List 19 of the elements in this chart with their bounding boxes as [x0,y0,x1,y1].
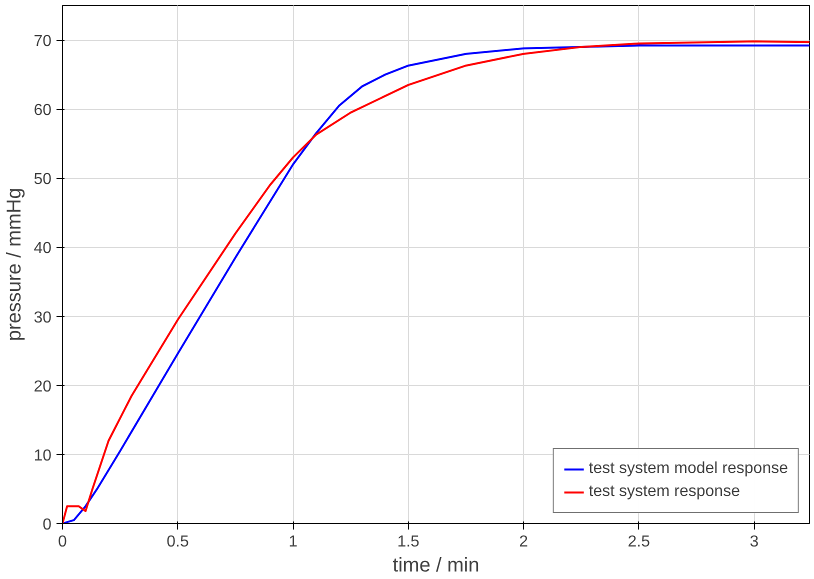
x-tick-label: 0.5 [166,534,189,550]
legend-label: test system response [588,483,740,501]
x-tick-label: 1.5 [397,534,420,550]
x-tick-label: 1 [288,534,298,550]
x-tick-label: 2.5 [628,534,650,550]
y-tick-label: 40 [34,240,52,258]
y-tick-label: 0 [42,516,52,534]
x-axis-title: time / min [392,554,480,576]
y-tick-label: 30 [34,309,52,326]
y-tick-label: 10 [34,447,52,464]
y-tick-label: 60 [34,102,52,120]
y-tick-label: 20 [34,378,52,396]
y-axis-title: pressure / mmHg [4,188,26,342]
y-tick-label: 50 [34,171,52,188]
legend-label: test system model response [588,460,788,478]
x-tick-label: 3 [750,534,759,550]
y-tick-label: 70 [34,33,52,50]
x-tick-label: 2 [519,534,528,550]
x-tick-label: 0 [58,534,68,550]
